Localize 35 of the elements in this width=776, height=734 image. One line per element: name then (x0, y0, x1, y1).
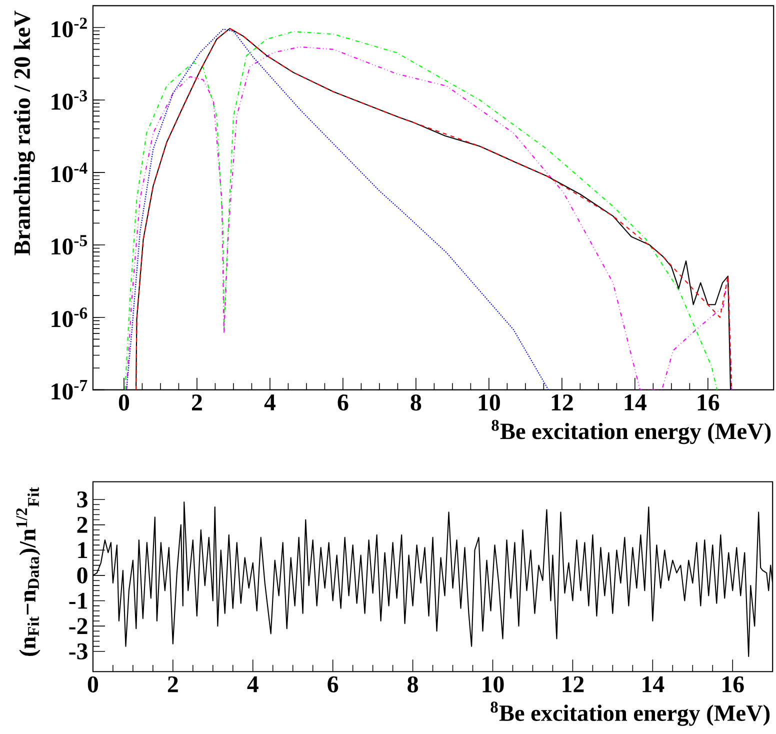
y-tick-label: -1 (69, 593, 88, 609)
x-tick-label: 10 (482, 676, 504, 693)
y-axis-title: (n$_{Fit}$−n$_{Data}$)/n$^{1/2}$Fit (16, 487, 40, 656)
x-tick-label: 6 (328, 676, 338, 693)
y-tick-label: 1 (78, 542, 88, 558)
x-tick-label: 8 (408, 676, 418, 693)
y-tick-label: -2 (69, 618, 88, 634)
x-tick-label: 14 (624, 394, 646, 410)
x-tick-label: 12 (562, 676, 584, 692)
x-tick-label: 4 (247, 676, 258, 692)
x-axis-title: $^{8}$Be excitation energy (MeV) (492, 420, 771, 444)
x-axis-title: $^{8}$Be excitation energy (MeV) (490, 702, 770, 726)
x-tick-label: 10 (478, 394, 500, 411)
y-tick-label: 10$^{-5}$ (52, 235, 87, 255)
y-axis-title: Branching ratio / 20 keV (14, 10, 35, 256)
y-tick-label: 10$^{-3}$ (52, 90, 88, 110)
x-tick-label: 12 (552, 394, 573, 411)
x-tick-label: 0 (118, 394, 130, 411)
y-tick-label: 3 (77, 492, 88, 508)
x-tick-label: 2 (168, 676, 178, 692)
y-tick-label: 10$^{-6}$ (52, 308, 88, 328)
x-tick-label: 0 (88, 676, 98, 693)
x-tick-label: 2 (192, 394, 202, 411)
x-tick-label: 4 (264, 394, 276, 410)
y-tick-label: 10$^{-7}$ (52, 380, 88, 400)
y-tick-label: 2 (77, 517, 88, 533)
x-tick-label: 8 (410, 394, 422, 411)
y-tick-label: 10$^{-4}$ (52, 162, 88, 182)
y-tick-label: 10$^{-2}$ (52, 18, 87, 38)
x-tick-label: 16 (698, 394, 720, 411)
x-tick-label: 14 (642, 676, 664, 692)
x-tick-label: 16 (722, 676, 744, 693)
x-tick-label: 6 (338, 394, 348, 411)
y-tick-label: 0 (77, 568, 88, 584)
y-tick-label: -3 (69, 644, 88, 660)
